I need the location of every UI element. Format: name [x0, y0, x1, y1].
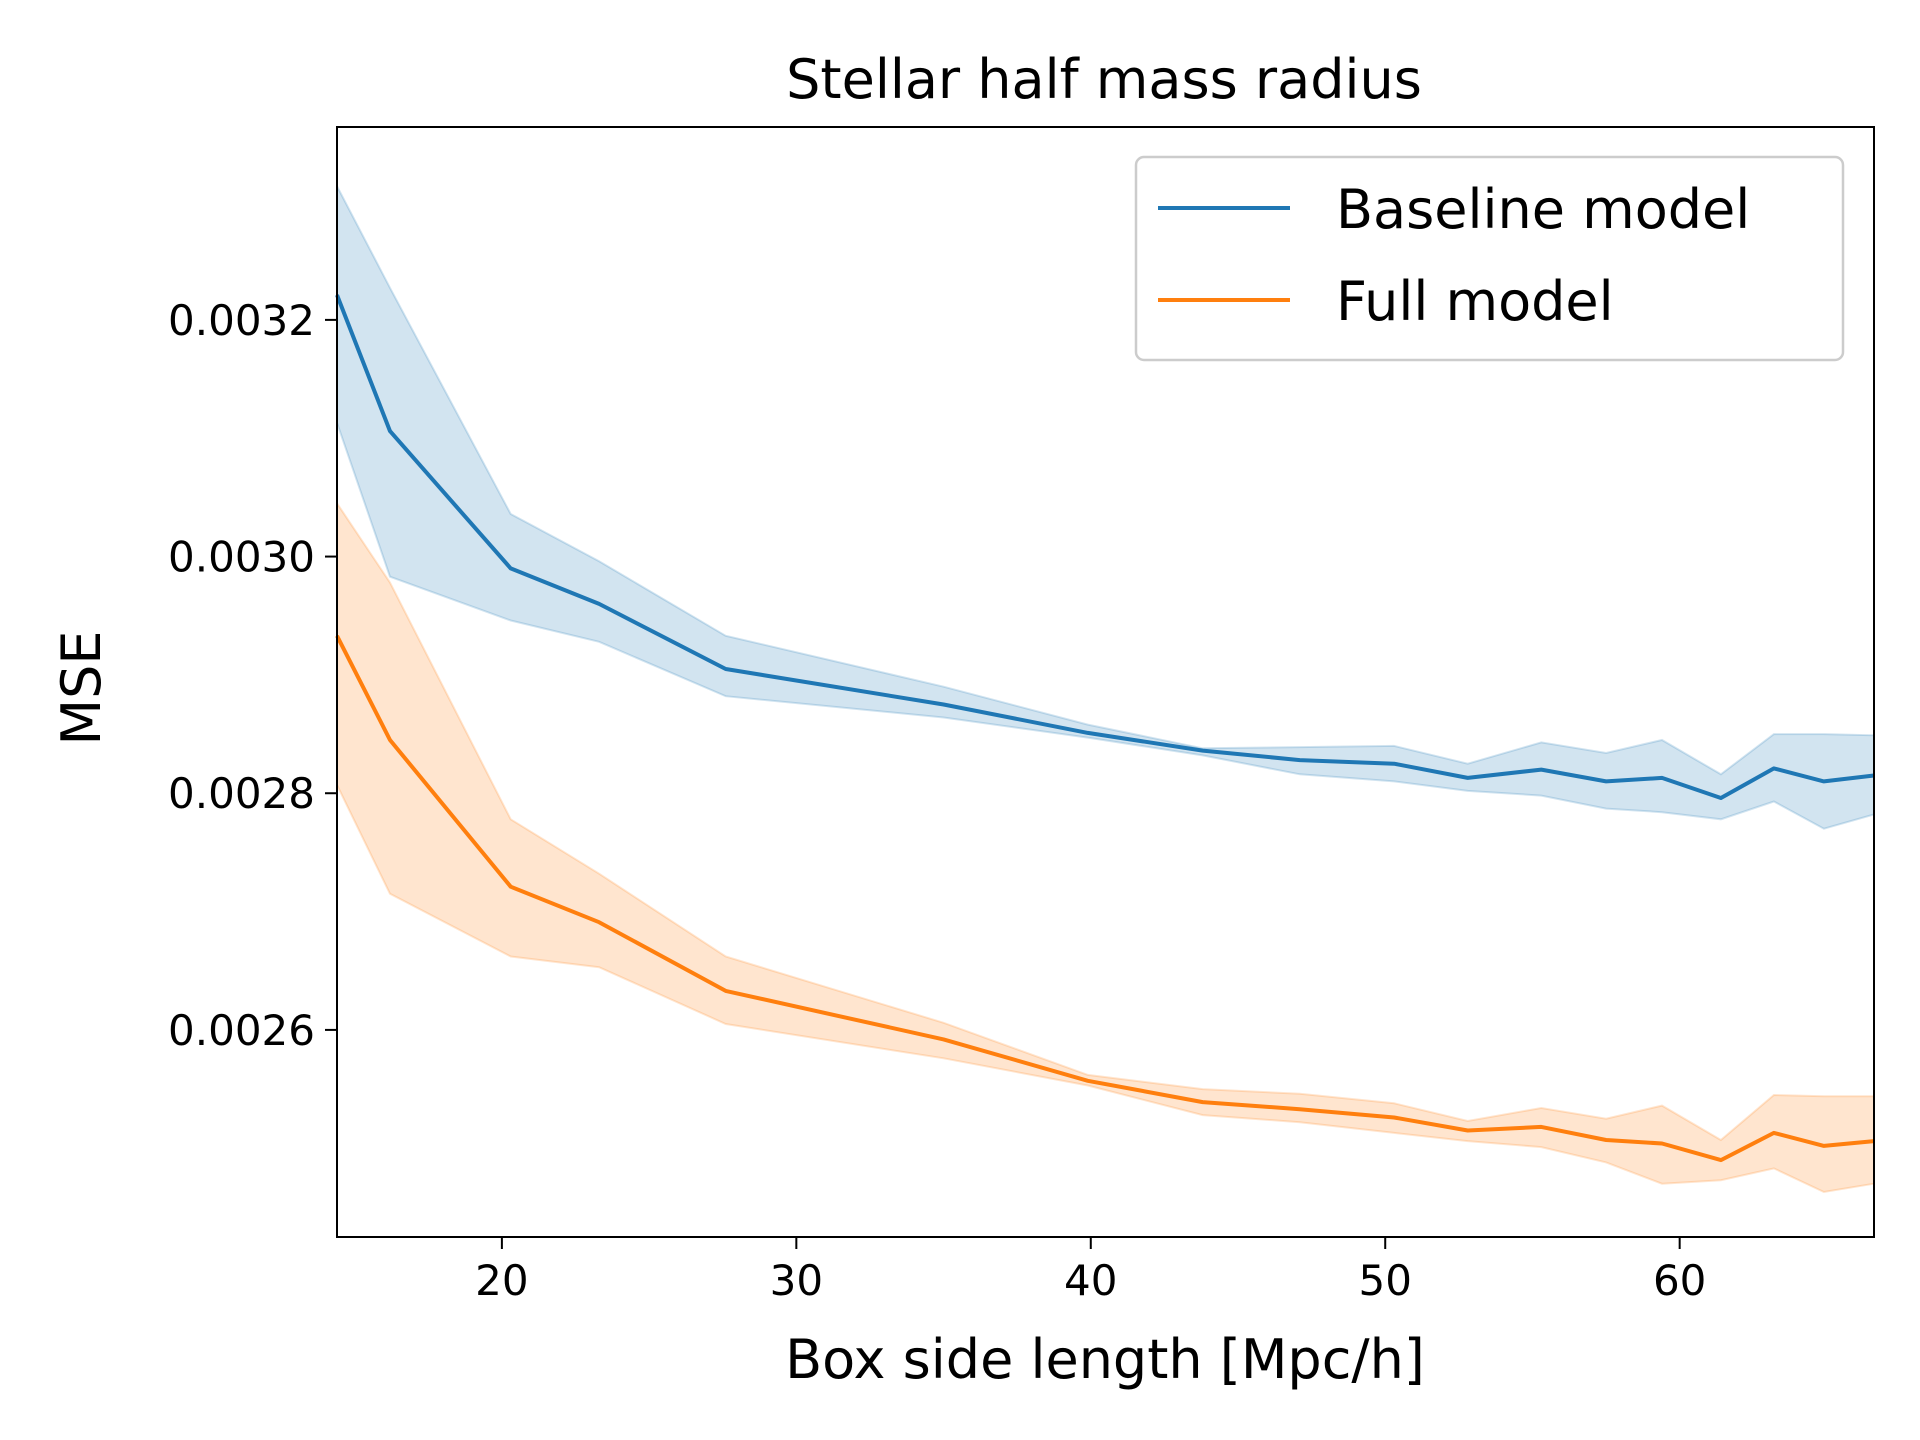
- legend: Baseline model Full model: [1134, 155, 1845, 362]
- y-tick-label: 0.0028: [168, 769, 315, 818]
- legend-label-baseline: Baseline model: [1336, 178, 1750, 241]
- y-axis-label: MSE: [50, 631, 113, 746]
- y-tick-label: 0.0026: [168, 1006, 315, 1055]
- legend-label-full: Full model: [1336, 270, 1614, 333]
- x-tick-label: 30: [770, 1256, 823, 1305]
- x-axis-label: Box side length [Mpc/h]: [785, 1328, 1425, 1391]
- x-tick-label: 40: [1064, 1256, 1117, 1305]
- line-full-model: [335, 634, 1875, 1163]
- y-axis: 0.0026 0.0028 0.0030 0.0032: [168, 296, 337, 1055]
- y-tick-label: 0.0032: [168, 296, 315, 345]
- axes-frame: [336, 126, 1875, 1238]
- chart-title: Stellar half mass radius: [786, 48, 1422, 111]
- x-tick-label: 20: [475, 1256, 528, 1305]
- y-tick-label: 0.0030: [168, 533, 315, 582]
- legend-box: [1134, 155, 1845, 362]
- x-tick-label: 60: [1653, 1256, 1706, 1305]
- x-axis: 20 30 40 50 60: [475, 1237, 1706, 1305]
- x-tick-label: 50: [1358, 1256, 1411, 1305]
- line-baseline-model: [335, 294, 1875, 800]
